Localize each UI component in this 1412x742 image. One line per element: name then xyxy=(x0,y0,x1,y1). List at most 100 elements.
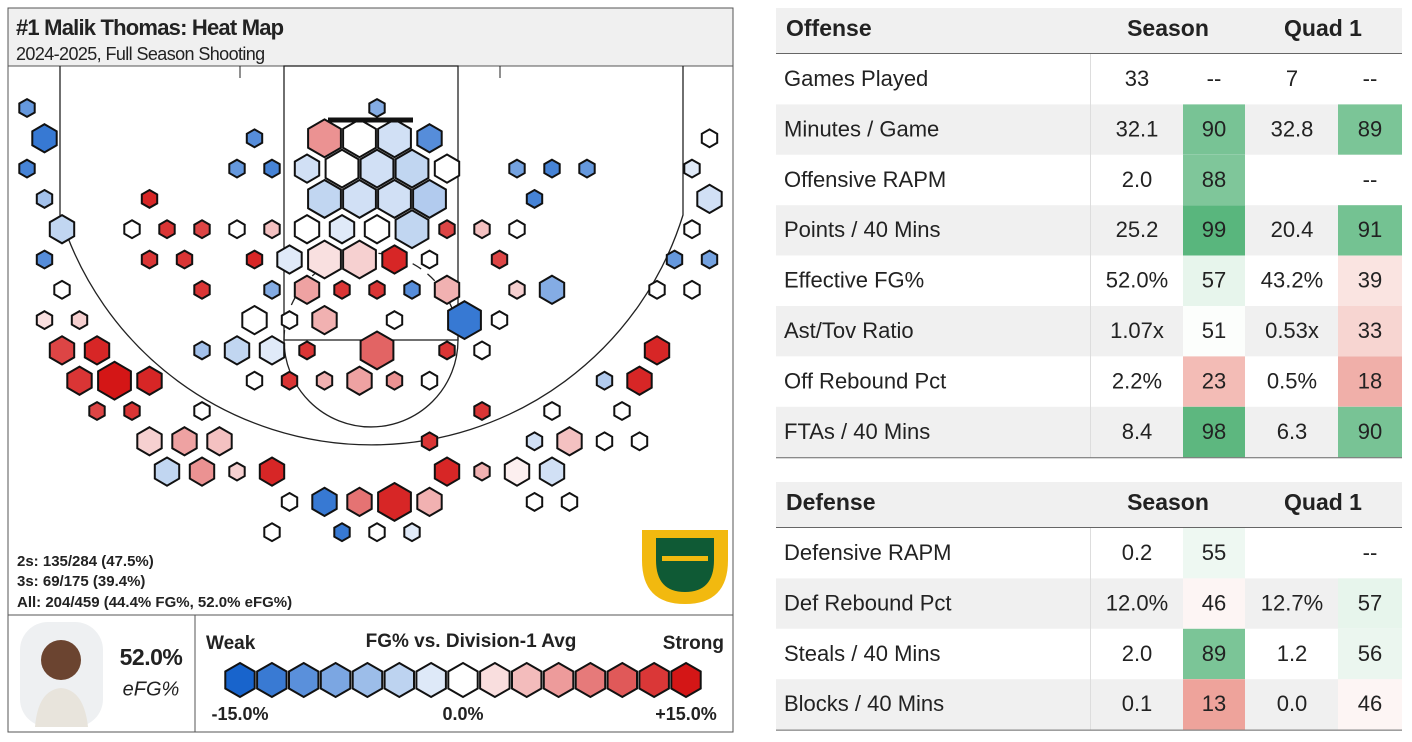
legend-swatch xyxy=(511,661,543,699)
hex xyxy=(193,279,211,300)
table-cell: 2.0 xyxy=(1122,167,1153,192)
percentile-cell xyxy=(1183,679,1245,730)
table-row-bg xyxy=(776,154,1402,206)
hex xyxy=(473,340,491,361)
percentile-cell xyxy=(1183,205,1245,256)
legend-swatch xyxy=(319,661,352,699)
legend-swatch xyxy=(574,661,607,699)
hex xyxy=(508,219,526,240)
hex xyxy=(433,274,461,306)
table-cell: 32.8 xyxy=(1271,116,1314,141)
table-row-bg xyxy=(776,54,1402,105)
hex xyxy=(223,335,251,366)
percentile-cell xyxy=(1338,104,1402,155)
hex xyxy=(403,279,421,300)
table-cell: 52.0% xyxy=(1106,268,1168,293)
table-cell: 0.53x xyxy=(1265,318,1319,343)
table-row-bg xyxy=(776,628,1402,680)
hex xyxy=(525,491,544,512)
table-cell: 6.3 xyxy=(1277,419,1308,444)
hex xyxy=(613,400,631,422)
hex xyxy=(175,249,194,270)
table-cell: 56 xyxy=(1358,641,1382,666)
stat-line: 2s: 135/284 (47.5%) xyxy=(17,553,154,570)
table-header: Season xyxy=(1127,489,1209,515)
team-logo xyxy=(642,530,728,604)
table-cell: 7 xyxy=(1286,66,1298,91)
table-cell: 2.0 xyxy=(1122,641,1153,666)
hex xyxy=(88,400,106,422)
hex xyxy=(136,426,163,457)
hex xyxy=(385,370,404,391)
hex xyxy=(368,279,386,300)
table-cell: 88 xyxy=(1202,167,1226,192)
hex xyxy=(394,148,430,189)
row-label: Minutes / Game xyxy=(784,116,939,141)
hex xyxy=(368,522,386,543)
efg-label: eFG% xyxy=(123,678,180,700)
hex xyxy=(368,97,386,119)
hex xyxy=(560,491,579,512)
table-header: Quad 1 xyxy=(1284,15,1362,41)
hex xyxy=(35,249,54,270)
percentile-cell xyxy=(1183,154,1245,206)
hex xyxy=(18,158,36,179)
legend-high: Strong xyxy=(663,633,724,654)
hex xyxy=(35,188,54,209)
hex xyxy=(490,310,509,331)
legend-tick-label: +15.0% xyxy=(655,704,717,724)
hex xyxy=(683,158,701,179)
hex xyxy=(412,178,447,219)
row-label: Def Rebound Pct xyxy=(784,590,952,615)
table-row-bg xyxy=(776,679,1402,730)
hex xyxy=(342,118,377,159)
legend-swatch xyxy=(415,661,447,699)
table-row-bg xyxy=(776,578,1402,629)
percentile-cell xyxy=(1338,356,1402,407)
hex xyxy=(48,335,76,366)
table-row-bg xyxy=(776,528,1402,579)
percentile-cell xyxy=(1183,406,1245,458)
title-bar xyxy=(8,8,733,66)
hex xyxy=(416,486,443,518)
hex xyxy=(359,330,395,371)
percentile-cell xyxy=(1183,104,1245,155)
percentile-cell xyxy=(1338,255,1402,306)
row-label: Points / 40 Mins xyxy=(784,217,941,242)
hex xyxy=(648,279,666,300)
hex xyxy=(193,340,211,361)
hex xyxy=(193,400,211,422)
table-header: Defense xyxy=(786,489,875,515)
hex xyxy=(18,97,36,119)
hex xyxy=(630,431,649,452)
table-cell: 13 xyxy=(1202,691,1226,716)
table-cell: 33 xyxy=(1358,318,1382,343)
table-cell: 12.0% xyxy=(1106,590,1168,615)
stat-line: All: 204/459 (44.4% FG%, 52.0% eFG%) xyxy=(17,594,292,611)
hex-layer xyxy=(18,97,723,543)
hex xyxy=(293,153,321,184)
percentile-cell xyxy=(1338,679,1402,730)
chart-subtitle: 2024-2025, Full Season Shooting xyxy=(16,44,265,64)
hex xyxy=(263,522,281,543)
photo-body xyxy=(35,688,88,727)
table-cell: 98 xyxy=(1202,419,1226,444)
table-cell: 89 xyxy=(1358,116,1382,141)
hex xyxy=(543,158,561,179)
court xyxy=(59,65,684,446)
hex xyxy=(538,274,566,306)
row-label: Blocks / 40 Mins xyxy=(784,691,944,716)
hex xyxy=(377,118,412,159)
hex xyxy=(700,249,719,270)
table-row-bg xyxy=(776,306,1402,357)
hex xyxy=(293,274,321,306)
table-cell: -- xyxy=(1363,167,1378,192)
hex xyxy=(153,456,181,487)
table-cell: -- xyxy=(1363,540,1378,565)
table-cell: 99 xyxy=(1202,217,1226,242)
hex xyxy=(665,249,684,270)
percentile-cell xyxy=(1338,578,1402,629)
table-cell: 51 xyxy=(1202,318,1226,343)
hex xyxy=(420,370,439,391)
